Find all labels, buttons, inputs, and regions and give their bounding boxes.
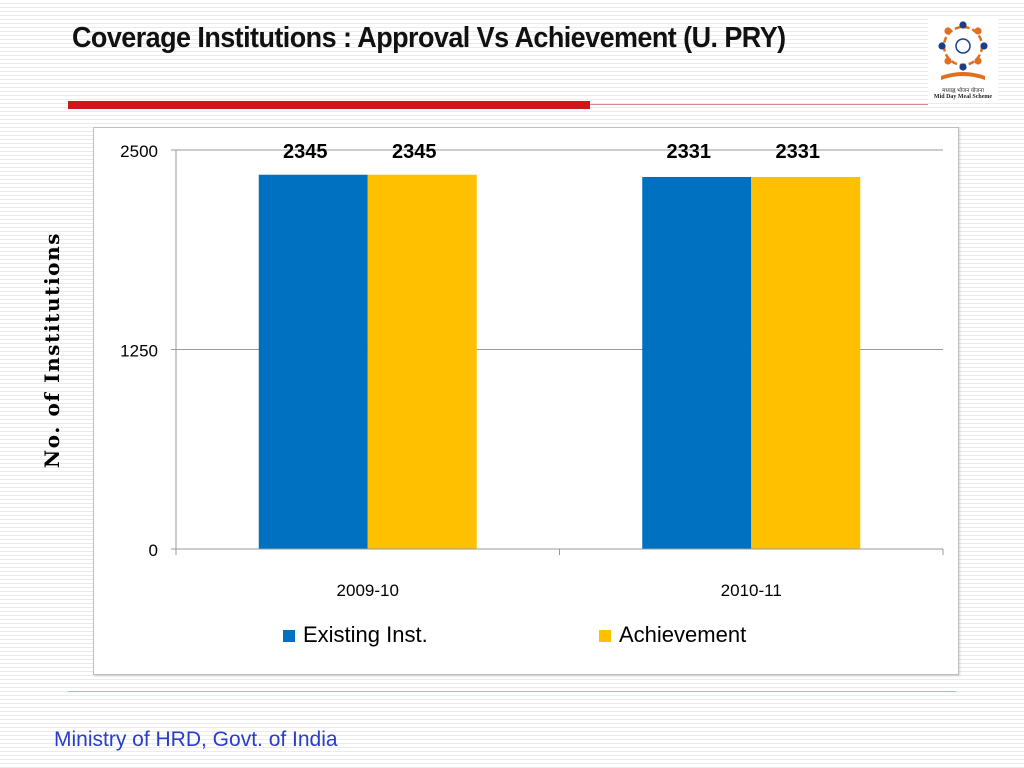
footer-divider [68,691,956,692]
y-tick-label-0: 0 [149,541,158,560]
footer-ministry-text: Ministry of HRD, Govt. of India [54,728,338,751]
slide-title: Coverage Institutions : Approval Vs Achi… [72,22,786,54]
title-underline [68,101,590,109]
data-label-2009-10-achievement: 2345 [392,141,437,163]
y-tick-label-2500: 2500 [120,142,158,161]
y-tick-label-1250: 1250 [120,342,158,361]
legend-label-existing: Existing Inst. [303,622,428,647]
bar-2010-11-existing [642,176,752,549]
logo-hindi-text: मध्याह्न भोजन योजना [942,88,984,94]
legend-label-achievement: Achievement [619,622,746,647]
bar-chart: 0 1250 2500 2345 2345 2009-10 2331 2331 2010-11 E… [120,141,944,647]
x-tick-label-2010-11: 2010-11 [721,581,782,600]
data-label-2010-11-existing: 2331 [667,141,712,163]
x-tick-label-2009-10: 2009-10 [337,581,399,600]
data-label-2010-11-achievement: 2331 [776,141,821,163]
mid-day-meal-emblem-icon [938,21,988,80]
legend-swatch-achievement [599,630,611,642]
legend-swatch-existing [283,630,295,642]
bar-2009-10-existing [258,174,368,549]
mid-day-meal-logo: मध्याह्न भोजन योजना Mid Day Meal Scheme [928,16,998,102]
data-label-2009-10-existing: 2345 [283,141,328,163]
logo-english-text: Mid Day Meal Scheme [933,94,993,100]
bar-2009-10-achievement [367,174,477,549]
title-underline-thin [590,104,928,105]
bar-2010-11-achievement [751,176,861,549]
chart-frame: 0 1250 2500 2345 2345 2009-10 2331 2331 2010-11 E… [93,127,959,675]
y-axis-title: No. of Institutions [40,231,64,469]
